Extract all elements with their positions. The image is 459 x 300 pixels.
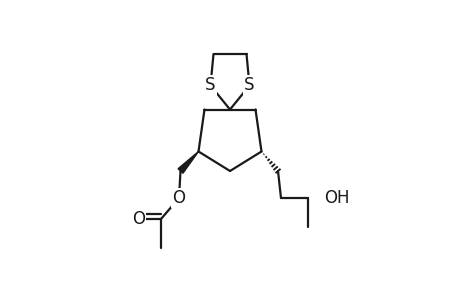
Text: OH: OH (324, 189, 349, 207)
Text: O: O (172, 189, 185, 207)
Text: S: S (244, 76, 254, 94)
Polygon shape (178, 152, 198, 173)
Text: O: O (132, 210, 145, 228)
Text: S: S (205, 76, 215, 94)
